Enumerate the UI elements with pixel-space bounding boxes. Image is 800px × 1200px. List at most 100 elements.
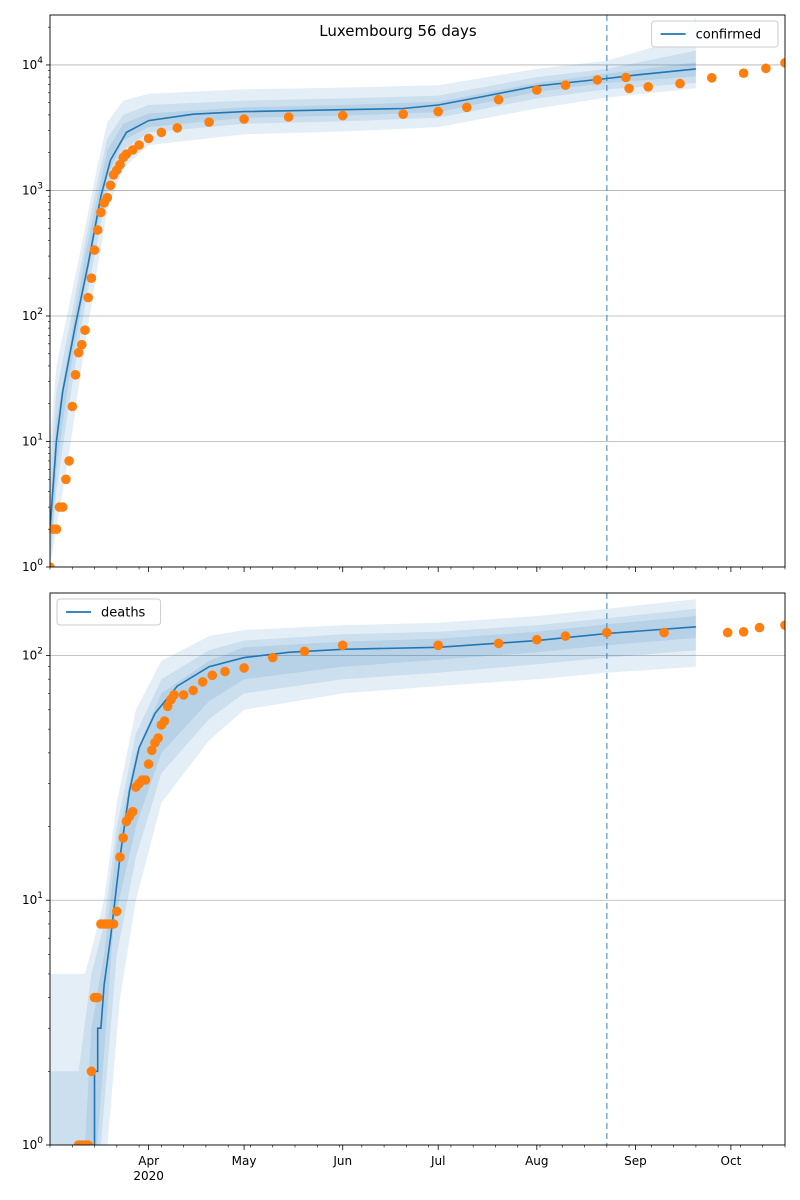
observed-point — [532, 634, 542, 645]
observed-point — [220, 666, 230, 677]
observed-point — [83, 1140, 93, 1145]
observed-point — [86, 273, 97, 284]
axes-frame — [49, 14, 786, 568]
observed-point — [105, 180, 116, 191]
observed-point — [147, 745, 157, 756]
legend-box — [651, 20, 779, 48]
observed-point — [675, 78, 685, 89]
observed-point — [780, 58, 785, 68]
observed-point — [51, 524, 62, 534]
observed-point — [643, 82, 653, 92]
observed-point — [178, 690, 189, 700]
uncertainty-band — [50, 17, 696, 567]
observed-point — [143, 133, 154, 144]
uncertainty-band — [50, 599, 696, 1145]
y-tick-label: 103 — [22, 181, 43, 197]
x-tick-label: Apr — [138, 1154, 159, 1168]
figure-title: Luxembourg 56 days — [319, 22, 477, 40]
observed-point — [659, 627, 669, 638]
y-tick-label: 104 — [22, 56, 43, 72]
observed-point — [188, 685, 198, 696]
observed-point — [64, 456, 74, 466]
legend-label: deaths — [101, 606, 146, 621]
observed-point — [172, 123, 183, 133]
observed-point — [207, 670, 218, 681]
observed-point — [50, 562, 55, 567]
observed-point — [73, 347, 84, 358]
observed-point — [57, 502, 68, 512]
observed-point — [102, 192, 113, 203]
observed-point — [115, 159, 125, 170]
observed-point — [532, 85, 542, 95]
y-tick-label: 102 — [22, 307, 43, 323]
observed-point — [239, 114, 249, 124]
plot-area — [50, 15, 785, 567]
x-tick-label: Sep — [624, 1154, 647, 1168]
observed-point — [143, 759, 154, 769]
observed-point — [83, 292, 93, 303]
observed-point — [61, 474, 71, 485]
observed-point — [337, 640, 348, 651]
y-tick-label: 100 — [22, 558, 43, 574]
x-tick-label: Jun — [332, 1154, 352, 1168]
observed-point — [738, 68, 749, 78]
y-tick-label: 100 — [22, 1136, 43, 1152]
y-tick-label: 101 — [22, 891, 43, 907]
observed-point — [159, 716, 170, 726]
observed-point — [780, 620, 785, 630]
observed-point — [156, 127, 167, 138]
observed-point — [592, 75, 603, 85]
observed-point — [153, 733, 163, 743]
x-tick-label: Jul — [430, 1154, 445, 1168]
observed-point — [80, 325, 90, 336]
observed-point — [96, 207, 106, 218]
observed-point — [433, 106, 444, 117]
observed-point — [493, 94, 504, 105]
observed-point — [707, 73, 717, 83]
observed-point — [86, 1066, 97, 1077]
observed-point — [493, 638, 504, 649]
confirmed-panel: 100 101 102 103 104 confirmed — [22, 14, 786, 574]
observed-point — [624, 83, 634, 94]
observed-point — [169, 690, 179, 700]
observed-point — [337, 110, 348, 121]
observed-point — [140, 775, 151, 785]
observed-point — [108, 919, 119, 929]
observed-point — [621, 72, 631, 83]
observed-point — [92, 992, 103, 1003]
x-tick-label: May — [232, 1154, 257, 1168]
legend-box — [56, 598, 162, 626]
observed-point — [560, 631, 571, 641]
observed-point — [204, 117, 214, 127]
observed-point — [433, 640, 444, 651]
legend-label: confirmed — [696, 28, 762, 43]
observed-point — [67, 401, 78, 412]
x-tick-label: Oct — [721, 1154, 742, 1168]
observed-point — [299, 646, 310, 657]
x-tick-label: Aug — [525, 1154, 548, 1168]
observed-point — [267, 652, 278, 663]
observed-point — [398, 109, 409, 119]
observed-point — [560, 80, 571, 90]
observed-point — [118, 833, 128, 843]
plot-area — [50, 593, 785, 1145]
y-tick-label: 102 — [22, 646, 43, 662]
observed-point — [70, 370, 81, 380]
observed-point — [92, 225, 103, 235]
observed-point — [77, 339, 87, 350]
observed-point — [754, 622, 765, 633]
model-line — [93, 626, 696, 1145]
x-tick-sublabel: 2020 — [133, 1169, 164, 1183]
observed-point — [462, 102, 472, 113]
observed-point — [127, 806, 138, 817]
y-tick-label: 101 — [22, 432, 43, 448]
observed-point — [722, 627, 733, 638]
observed-point — [115, 852, 125, 862]
observed-point — [134, 140, 144, 150]
observed-point — [112, 906, 122, 917]
observed-point — [89, 245, 100, 255]
observed-point — [239, 663, 249, 673]
observed-point — [738, 627, 749, 637]
